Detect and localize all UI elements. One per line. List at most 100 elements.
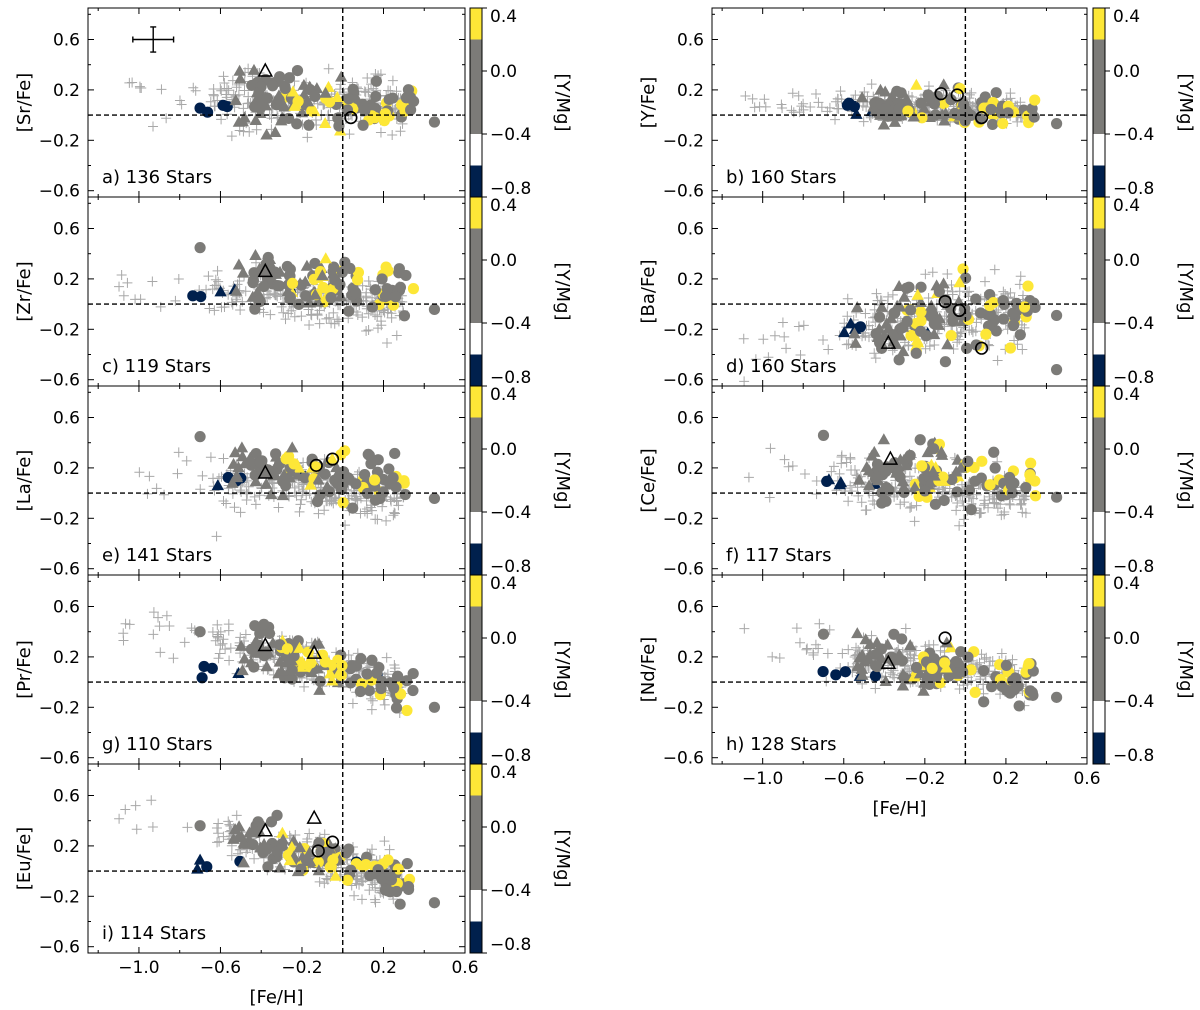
circle-point <box>258 280 270 293</box>
cross-point <box>144 471 155 482</box>
triangle-point <box>855 662 869 674</box>
y-tick-label: −0.2 <box>663 131 704 151</box>
colorbar-bin <box>470 260 482 292</box>
circle-point <box>369 494 382 506</box>
circle-point <box>317 281 329 294</box>
triangle-point <box>937 78 950 90</box>
cross-point <box>251 124 262 135</box>
cross-point <box>205 96 216 107</box>
cross-point <box>381 515 392 526</box>
circle-point <box>401 675 413 687</box>
circle-point <box>965 504 977 516</box>
circle-point <box>839 666 852 678</box>
cross-point <box>321 313 332 324</box>
cross-point <box>357 280 368 291</box>
circle-point <box>402 84 415 96</box>
y-tick-label: −0.2 <box>39 509 80 529</box>
open-circle-marker <box>974 111 989 125</box>
triangle-point <box>228 446 242 458</box>
colorbar-bin <box>470 512 482 544</box>
triangle-point <box>871 330 885 342</box>
colorbar-bin <box>470 71 482 103</box>
cross-point <box>227 488 238 499</box>
y-axis-label: [Nd/Fe] <box>638 637 659 702</box>
cross-point <box>124 619 135 630</box>
triangle-point <box>911 334 924 346</box>
cross-point <box>749 102 760 113</box>
cross-point <box>830 114 841 125</box>
cross-point <box>958 514 969 525</box>
colorbar-bin <box>1093 8 1105 40</box>
cross-point <box>747 93 758 104</box>
circle-point <box>929 109 942 121</box>
colorbar-bin <box>470 134 482 166</box>
x-tick-label: −0.6 <box>200 958 241 978</box>
cross-point <box>389 493 400 504</box>
x-tick-label: 0.2 <box>370 958 397 978</box>
triangle-point <box>259 477 273 489</box>
cross-point <box>176 99 187 110</box>
circle-point <box>363 449 375 461</box>
circle-point <box>428 303 441 316</box>
circle-point <box>817 665 829 678</box>
colorbar-bin <box>1093 701 1105 733</box>
cross-point <box>313 508 324 519</box>
cross-point <box>382 307 393 318</box>
cross-point <box>120 804 131 815</box>
y-tick-label: 0.6 <box>677 598 704 618</box>
cross-point <box>235 507 246 518</box>
cross-point <box>240 629 251 640</box>
cross-point <box>954 683 965 694</box>
colorbar-tick-label: −0.4 <box>1113 503 1154 523</box>
cross-point <box>142 488 153 499</box>
triangle-point <box>868 445 881 457</box>
circle-point <box>394 898 406 910</box>
cross-point <box>966 87 977 98</box>
circle-point <box>1020 482 1032 494</box>
circle-point <box>945 329 957 342</box>
circle-point <box>194 431 206 443</box>
cross-point <box>808 647 819 658</box>
circle-point <box>341 104 354 116</box>
circle-point <box>1050 364 1063 376</box>
cross-point <box>818 334 829 345</box>
colorbar-tick-label: −0.8 <box>1113 746 1154 766</box>
colorbar-bin <box>470 165 482 197</box>
cross-point <box>363 87 374 98</box>
triangle-point <box>324 667 337 679</box>
cross-point <box>833 103 844 114</box>
circle-point <box>286 277 299 290</box>
circle-point <box>962 455 974 467</box>
cross-point <box>154 621 165 632</box>
panel-a: −0.6−0.20.20.6[Sr/Fe]a) 136 Stars−0.8−0.… <box>14 7 573 202</box>
cross-point <box>244 126 255 137</box>
circle-point <box>365 458 377 470</box>
colorbar-bin <box>470 827 482 859</box>
cross-point <box>927 267 938 278</box>
triangle-point <box>249 248 262 260</box>
circle-point <box>955 646 967 658</box>
cross-point <box>235 305 246 316</box>
circle-point <box>929 498 942 510</box>
colorbar-d: −0.8 −0.4 0.0 0.4 [Y/Mg] <box>1092 196 1196 388</box>
cross-point <box>214 836 225 847</box>
triangle-point <box>276 489 290 501</box>
cross-point <box>381 652 392 663</box>
circle-point <box>985 103 997 116</box>
cross-point <box>211 531 222 542</box>
triangle-point <box>232 115 246 127</box>
circle-point <box>196 672 208 684</box>
triangle-point <box>896 345 910 357</box>
cross-point <box>147 276 158 287</box>
triangle-point <box>266 261 279 273</box>
triangle-point <box>236 266 250 278</box>
cross-point <box>122 277 133 288</box>
cross-point <box>153 612 164 623</box>
cross-point <box>952 497 963 508</box>
circle-point <box>915 325 927 337</box>
circle-point <box>303 119 315 131</box>
circle-point <box>273 280 285 292</box>
colorbar-label: [Y/Mg] <box>552 829 573 887</box>
circle-point <box>888 628 900 640</box>
y-tick-label: 0.6 <box>53 220 80 240</box>
